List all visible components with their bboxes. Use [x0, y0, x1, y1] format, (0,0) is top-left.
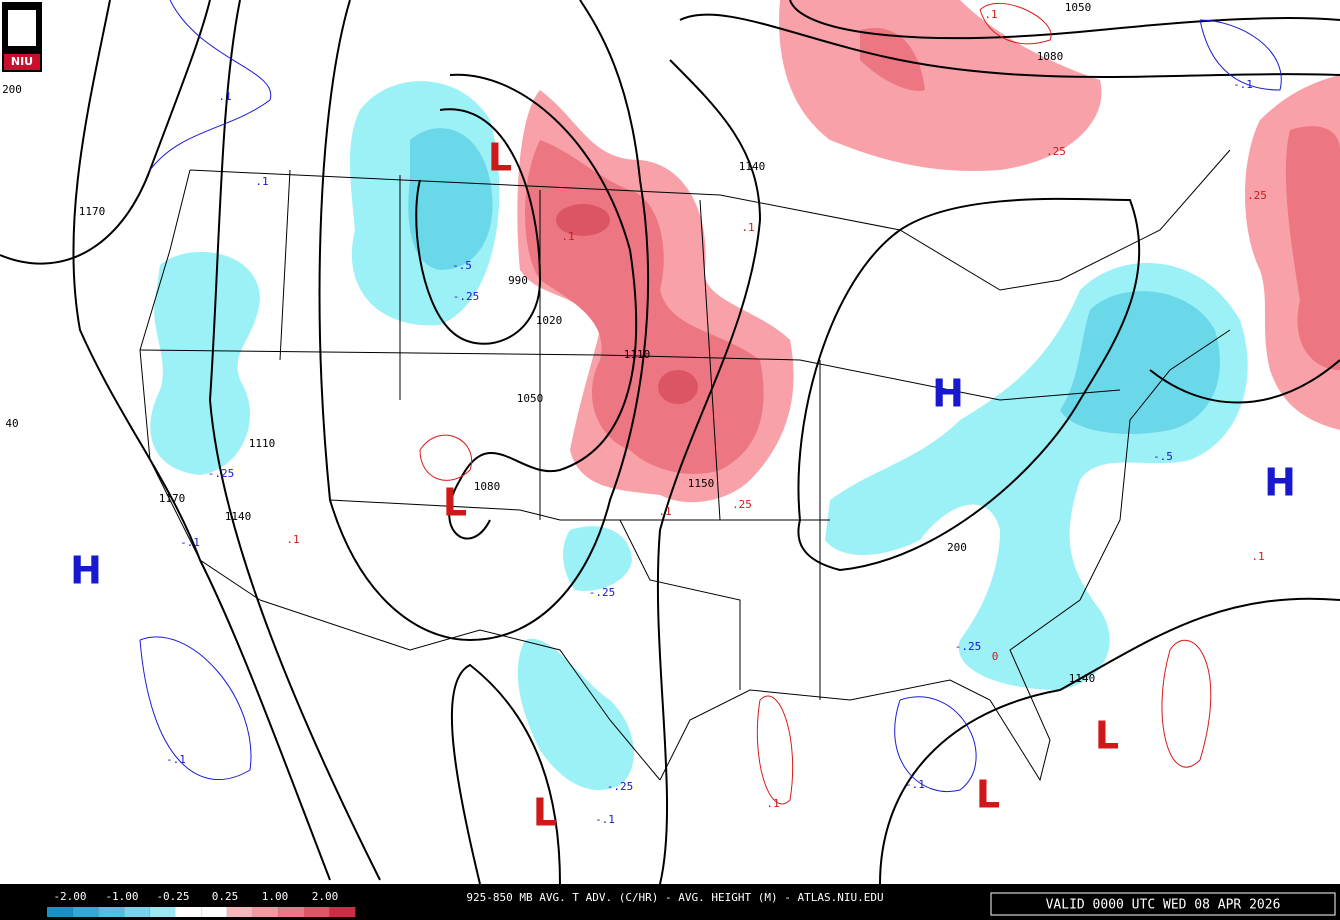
low-center: L	[976, 773, 1000, 817]
colorbar: -2.00 -1.00 -0.25 0.25 1.00 2.00	[47, 890, 356, 917]
warm-label: .25	[732, 498, 752, 511]
height-label: 1170	[159, 492, 186, 505]
cold-label: -.25	[453, 290, 480, 303]
height-label: 1140	[1069, 672, 1096, 685]
high-center: H	[1264, 461, 1296, 505]
colorbar-label: 0.25	[212, 890, 239, 903]
height-contours	[0, 0, 1340, 885]
borders	[139, 149, 1231, 782]
warm-label: .1	[741, 221, 754, 234]
valid-time: VALID 0000 UTC WED 08 APR 2026	[1046, 898, 1281, 913]
height-label: 1140	[739, 160, 766, 173]
warm-label: .25	[1247, 189, 1267, 202]
height-label: 1080	[474, 480, 501, 493]
colorbar-swatch	[175, 907, 202, 917]
warm-label: 0	[992, 650, 999, 663]
colorbar-label: -2.00	[53, 890, 86, 903]
height-label: 1170	[79, 205, 106, 218]
warm-contours	[419, 3, 1212, 805]
colorbar-label: 2.00	[312, 890, 339, 903]
height-label: 1020	[536, 314, 563, 327]
cold-advection-fill-strong	[408, 128, 1220, 434]
warm-label: .25	[1046, 145, 1066, 158]
colorbar-label: -0.25	[156, 890, 189, 903]
high-center: H	[70, 549, 102, 593]
low-center: L	[443, 481, 467, 525]
colorbar-swatch	[47, 907, 73, 917]
colorbar-label: 1.00	[262, 890, 289, 903]
colorbar-swatch	[98, 907, 125, 917]
low-center: L	[1095, 714, 1119, 758]
height-label: 1050	[1065, 1, 1092, 14]
valid-box	[990, 892, 1336, 916]
colorbar-swatch	[252, 907, 279, 917]
logo-text: NIU	[11, 55, 33, 68]
colorbar-swatch	[201, 907, 227, 917]
height-label: 1140	[225, 510, 252, 523]
colorbar-swatch	[149, 907, 176, 917]
height-label: 990	[508, 274, 528, 287]
low-center: L	[533, 791, 557, 835]
cold-label: .1	[218, 90, 231, 103]
height-label: 1050	[517, 392, 544, 405]
cold-label: -.25	[208, 467, 235, 480]
colorbar-swatch	[226, 907, 253, 917]
cold-label: .1	[255, 175, 268, 188]
low-center: L	[488, 136, 512, 180]
cold-label: -.1	[595, 813, 615, 826]
warm-label: .1	[984, 8, 997, 21]
label-layer: 1050 1080 1140 1170 990 1020 1110 1050 1110 1080 1…	[2, 1, 1296, 835]
footer-title: 925-850 MB AVG. T ADV. (C/HR) - AVG. HEI…	[466, 891, 883, 904]
height-label: 200	[947, 541, 967, 554]
height-label: 1110	[249, 437, 276, 450]
cold-label: -.25	[589, 586, 616, 599]
cold-label: -.1	[166, 753, 186, 766]
height-label: 40	[5, 417, 18, 430]
height-label: 1110	[624, 348, 651, 361]
cold-label: -.1	[1233, 78, 1253, 91]
height-label: 200	[2, 83, 22, 96]
warm-label: .1	[286, 533, 299, 546]
colorbar-label: -1.00	[105, 890, 138, 903]
cold-label: -.5	[452, 259, 472, 272]
warm-advection-fill-strong	[556, 204, 698, 404]
logo: NIU	[2, 2, 42, 72]
cold-label: -.5	[1153, 450, 1173, 463]
colorbar-swatch	[124, 907, 150, 917]
colorbar-swatch	[278, 907, 304, 917]
warm-label: .1	[766, 797, 779, 810]
warm-label: .1	[1251, 550, 1264, 563]
colorbar-swatch	[329, 907, 356, 917]
colorbar-swatch	[304, 907, 330, 917]
high-center: H	[932, 372, 964, 416]
colorbar-swatch	[72, 907, 99, 917]
warm-label: .1	[561, 230, 574, 243]
cold-label: -.25	[955, 640, 982, 653]
cold-contours	[139, 0, 1282, 792]
cold-label: -.1	[905, 778, 925, 791]
height-label: 1080	[1037, 50, 1064, 63]
cold-label: -.1	[180, 536, 200, 549]
height-label: 1150	[688, 477, 715, 490]
warm-label: .1	[658, 505, 671, 518]
cold-label: -.25	[607, 780, 634, 793]
